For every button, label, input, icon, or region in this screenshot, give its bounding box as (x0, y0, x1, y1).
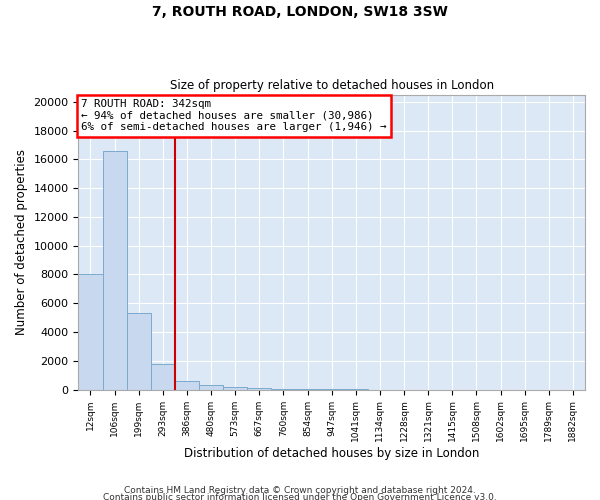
Bar (223, 388, 247, 390)
Text: 7, ROUTH ROAD, LONDON, SW18 3SW: 7, ROUTH ROAD, LONDON, SW18 3SW (152, 5, 448, 19)
Bar (175, 381, 199, 390)
Bar (79, 274, 103, 390)
Bar (103, 150, 127, 390)
Bar (296, 389, 320, 390)
Text: Contains HM Land Registry data © Crown copyright and database right 2024.: Contains HM Land Registry data © Crown c… (124, 486, 476, 495)
Text: 7 ROUTH ROAD: 342sqm
← 94% of detached houses are smaller (30,986)
6% of semi-de: 7 ROUTH ROAD: 342sqm ← 94% of detached h… (81, 99, 386, 132)
Text: Contains public sector information licensed under the Open Government Licence v3: Contains public sector information licen… (103, 494, 497, 500)
Y-axis label: Number of detached properties: Number of detached properties (15, 149, 28, 335)
Bar (247, 388, 271, 390)
Bar (127, 314, 151, 390)
Title: Size of property relative to detached houses in London: Size of property relative to detached ho… (170, 79, 494, 92)
Bar (199, 386, 223, 390)
Bar (271, 388, 296, 390)
X-axis label: Distribution of detached houses by size in London: Distribution of detached houses by size … (184, 447, 479, 460)
Bar (151, 364, 175, 390)
